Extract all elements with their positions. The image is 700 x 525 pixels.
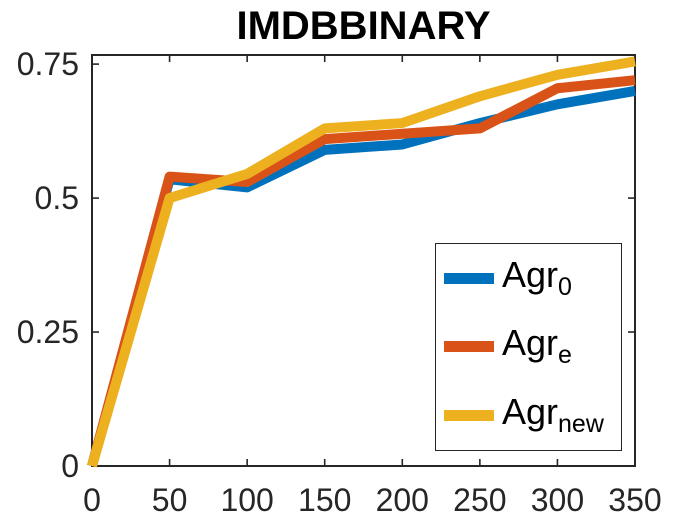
legend-label-agr-e: Agre bbox=[502, 322, 572, 370]
x-tick-label: 250 bbox=[453, 482, 506, 518]
y-tick-label: 0.25 bbox=[17, 314, 79, 350]
y-tick-label: 0 bbox=[61, 448, 79, 484]
legend-entry-agr-new: Agrnew bbox=[444, 391, 621, 439]
legend-label-agr-0: Agr0 bbox=[502, 253, 572, 301]
legend-swatch-agr-e bbox=[444, 341, 494, 353]
legend-label-subscript: new bbox=[558, 410, 604, 439]
x-tick-label: 350 bbox=[608, 482, 661, 518]
x-tick-label: 0 bbox=[83, 482, 101, 518]
x-tick-label: 50 bbox=[152, 482, 188, 518]
chart-title: IMDBBINARY bbox=[236, 4, 491, 48]
legend-label-subscript: 0 bbox=[558, 272, 572, 301]
legend-label-agr-new: Agrnew bbox=[502, 391, 604, 439]
x-tick-label: 300 bbox=[531, 482, 584, 518]
legend: Agr0 Agre Agrnew bbox=[435, 243, 622, 451]
x-tick-label: 150 bbox=[298, 482, 351, 518]
y-tick-label: 0.75 bbox=[17, 46, 79, 82]
legend-entry-agr-e: Agre bbox=[444, 325, 621, 368]
x-tick-label: 200 bbox=[376, 482, 429, 518]
x-tick-label: 100 bbox=[220, 482, 273, 518]
series-line-agr-new bbox=[87, 56, 636, 468]
legend-entry-agr-0: Agr0 bbox=[444, 253, 621, 301]
legend-label-subscript: e bbox=[558, 341, 572, 370]
axes-box bbox=[91, 54, 636, 467]
y-tick-label: 0.5 bbox=[35, 180, 79, 216]
series-line-agr-e bbox=[87, 75, 636, 468]
legend-swatch-agr-new bbox=[444, 410, 494, 422]
legend-swatch-agr-0 bbox=[444, 272, 494, 284]
